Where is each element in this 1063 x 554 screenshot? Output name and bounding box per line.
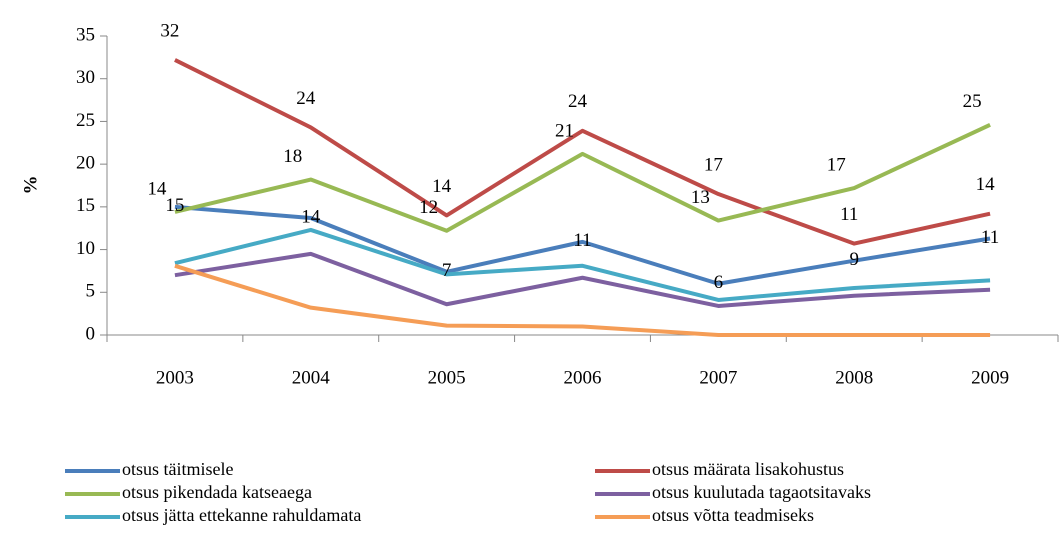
- series-line: [174, 123, 991, 233]
- y-tick-label: 30: [76, 67, 95, 88]
- y-tick-label: 10: [76, 238, 95, 259]
- x-tick-label: 2008: [835, 367, 873, 388]
- x-tick-label: 2009: [971, 367, 1009, 388]
- data-label: 7: [442, 260, 452, 281]
- data-label: 14: [301, 206, 321, 227]
- data-label: 13: [691, 187, 710, 208]
- series-line: [174, 251, 991, 308]
- y-axis-label: %: [20, 176, 41, 195]
- data-label: 24: [568, 91, 588, 112]
- series-line: [174, 58, 991, 246]
- series-line: [174, 227, 991, 302]
- data-label: 11: [981, 227, 999, 248]
- y-tick-label: 35: [76, 24, 95, 45]
- legend-label: otsus määrata lisakohustus: [652, 459, 844, 479]
- x-tick-label: 2005: [428, 367, 466, 388]
- legend-label: otsus jätta ettekanne rahuldamata: [122, 505, 361, 525]
- data-label: 11: [840, 204, 858, 225]
- y-tick-label: 0: [86, 323, 96, 344]
- y-tick-label: 5: [86, 281, 96, 302]
- data-label: 17: [704, 154, 723, 175]
- data-label: 6: [714, 272, 724, 293]
- legend-label: otsus võtta teadmiseks: [652, 505, 814, 525]
- data-label: 12: [419, 197, 438, 218]
- x-tick-label: 2007: [699, 367, 737, 388]
- x-tick-label: 2006: [564, 367, 602, 388]
- series-line: [174, 204, 991, 286]
- y-tick-label: 15: [76, 195, 95, 216]
- data-label: 14: [976, 174, 996, 195]
- x-tick-label: 2003: [156, 367, 194, 388]
- data-label: 32: [160, 20, 179, 41]
- data-label: 18: [283, 146, 302, 167]
- data-label: 14: [147, 178, 167, 199]
- legend-label: otsus täitmisele: [122, 459, 234, 479]
- data-label: 9: [849, 249, 859, 270]
- data-label: 24: [296, 88, 316, 109]
- data-label: 11: [573, 230, 591, 251]
- data-label: 15: [165, 195, 184, 216]
- data-label: 17: [827, 154, 846, 175]
- data-label: 14: [432, 176, 452, 197]
- legend-label: otsus kuulutada tagaotsitavaks: [652, 482, 871, 502]
- y-tick-label: 20: [76, 153, 95, 174]
- series-line: [174, 263, 991, 337]
- data-label: 25: [963, 91, 982, 112]
- y-tick-label: 25: [76, 110, 95, 131]
- x-tick-label: 2004: [292, 367, 331, 388]
- data-label: 21: [555, 120, 574, 141]
- legend-label: otsus pikendada katseaega: [122, 482, 312, 502]
